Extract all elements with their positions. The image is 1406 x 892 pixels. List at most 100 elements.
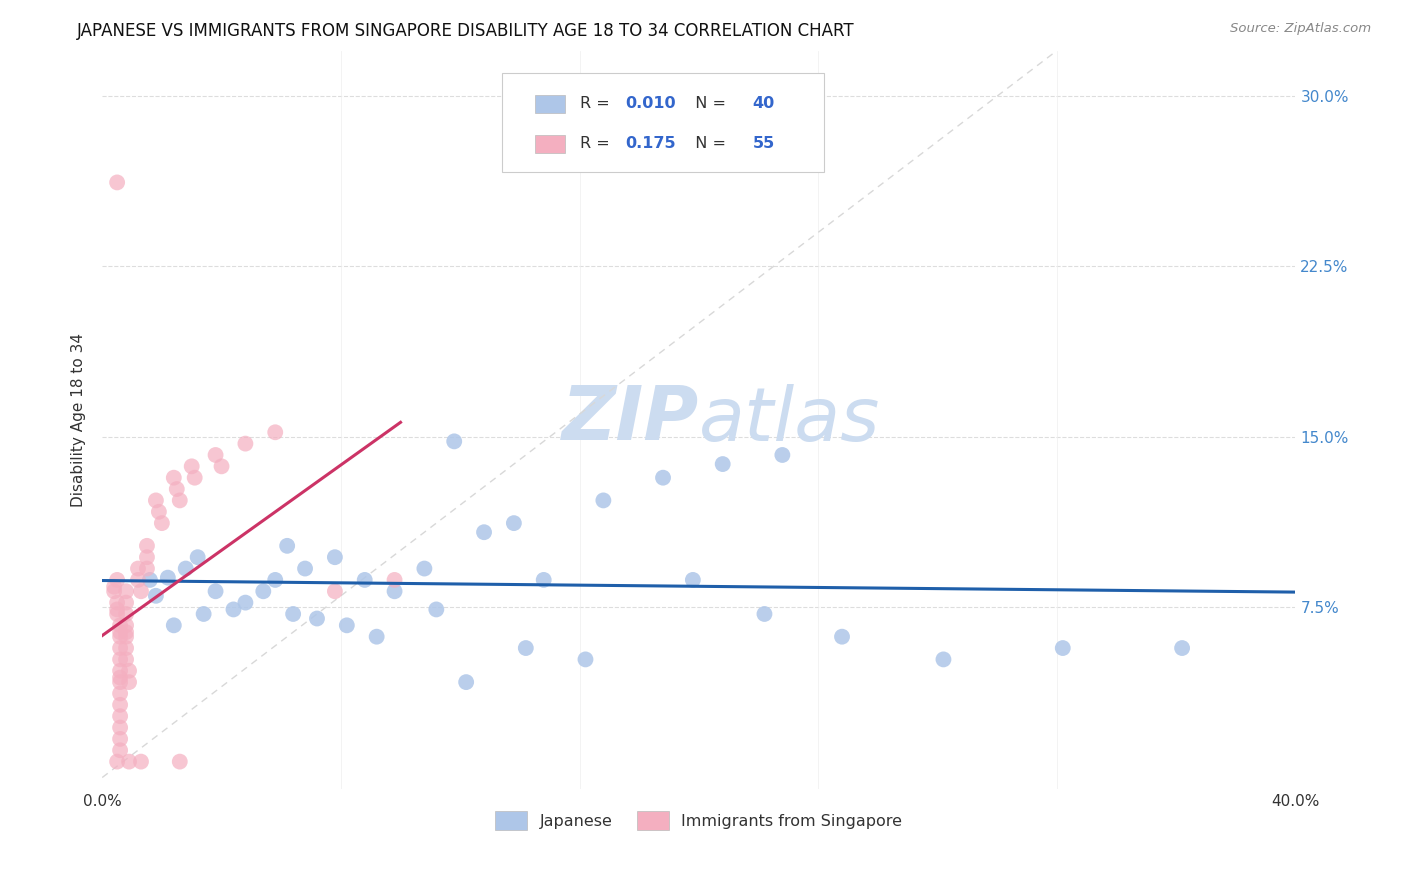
Point: [754, 607, 776, 621]
Y-axis label: Disability Age 18 to 34: Disability Age 18 to 34: [72, 333, 86, 507]
Point: [502, 516, 524, 530]
Point: [443, 434, 465, 449]
Point: [115, 630, 138, 644]
Point: [115, 641, 138, 656]
Point: [187, 550, 209, 565]
Point: [108, 698, 131, 712]
Point: [204, 584, 226, 599]
Point: [652, 471, 675, 485]
Point: [222, 602, 245, 616]
Point: [115, 596, 138, 610]
Point: [711, 457, 734, 471]
Point: [115, 625, 138, 640]
Point: [118, 664, 141, 678]
Point: [150, 516, 173, 530]
Point: [129, 755, 152, 769]
Point: [103, 584, 125, 599]
Point: [163, 618, 186, 632]
Point: [281, 607, 304, 621]
Text: R =: R =: [579, 96, 614, 112]
Point: [156, 571, 179, 585]
Point: [533, 573, 555, 587]
Point: [366, 630, 388, 644]
Point: [413, 561, 436, 575]
Point: [353, 573, 375, 587]
Point: [127, 561, 149, 575]
Text: 40: 40: [752, 96, 775, 112]
Point: [384, 573, 406, 587]
Point: [136, 550, 159, 565]
Point: [456, 675, 478, 690]
Point: [235, 596, 257, 610]
Point: [108, 625, 131, 640]
Point: [108, 675, 131, 690]
Bar: [536, 95, 565, 113]
Legend: Japanese, Immigrants from Singapore: Japanese, Immigrants from Singapore: [489, 805, 908, 837]
Point: [108, 721, 131, 735]
Point: [118, 755, 141, 769]
Text: R =: R =: [579, 136, 614, 152]
Text: N =: N =: [685, 136, 731, 152]
Text: 0.010: 0.010: [624, 96, 675, 112]
Point: [264, 573, 287, 587]
Point: [592, 493, 614, 508]
Point: [105, 596, 128, 610]
Point: [174, 561, 197, 575]
Point: [770, 448, 793, 462]
Point: [105, 755, 128, 769]
Point: [211, 459, 233, 474]
Bar: [536, 135, 565, 153]
Point: [136, 539, 159, 553]
Point: [136, 561, 159, 575]
Point: [105, 607, 128, 621]
Point: [193, 607, 215, 621]
Point: [180, 459, 202, 474]
Text: 55: 55: [752, 136, 775, 152]
Point: [472, 525, 495, 540]
Point: [169, 755, 191, 769]
Text: atlas: atlas: [699, 384, 880, 456]
Point: [108, 671, 131, 685]
Point: [384, 584, 406, 599]
Text: 0.175: 0.175: [624, 136, 675, 152]
Point: [105, 176, 128, 190]
Point: [108, 664, 131, 678]
Point: [108, 630, 131, 644]
Point: [145, 589, 167, 603]
Point: [574, 652, 596, 666]
Point: [1052, 641, 1074, 656]
Point: [108, 641, 131, 656]
Point: [169, 493, 191, 508]
Point: [305, 611, 328, 625]
Point: [145, 493, 167, 508]
Point: [515, 641, 537, 656]
Point: [108, 686, 131, 700]
Point: [108, 618, 131, 632]
Point: [105, 602, 128, 616]
Point: [323, 550, 346, 565]
Point: [336, 618, 359, 632]
Text: JAPANESE VS IMMIGRANTS FROM SINGAPORE DISABILITY AGE 18 TO 34 CORRELATION CHART: JAPANESE VS IMMIGRANTS FROM SINGAPORE DI…: [77, 22, 855, 40]
Point: [108, 731, 131, 746]
Text: Source: ZipAtlas.com: Source: ZipAtlas.com: [1230, 22, 1371, 36]
Point: [129, 584, 152, 599]
Point: [108, 709, 131, 723]
Point: [264, 425, 287, 440]
Point: [127, 573, 149, 587]
Point: [1171, 641, 1194, 656]
Point: [163, 471, 186, 485]
Point: [235, 436, 257, 450]
Point: [148, 505, 170, 519]
Text: ZIP: ZIP: [561, 384, 699, 457]
Point: [204, 448, 226, 462]
Point: [294, 561, 316, 575]
Point: [108, 652, 131, 666]
FancyBboxPatch shape: [502, 73, 824, 172]
Point: [118, 675, 141, 690]
Point: [115, 618, 138, 632]
Point: [252, 584, 274, 599]
Point: [183, 471, 205, 485]
Point: [115, 652, 138, 666]
Point: [425, 602, 447, 616]
Point: [932, 652, 955, 666]
